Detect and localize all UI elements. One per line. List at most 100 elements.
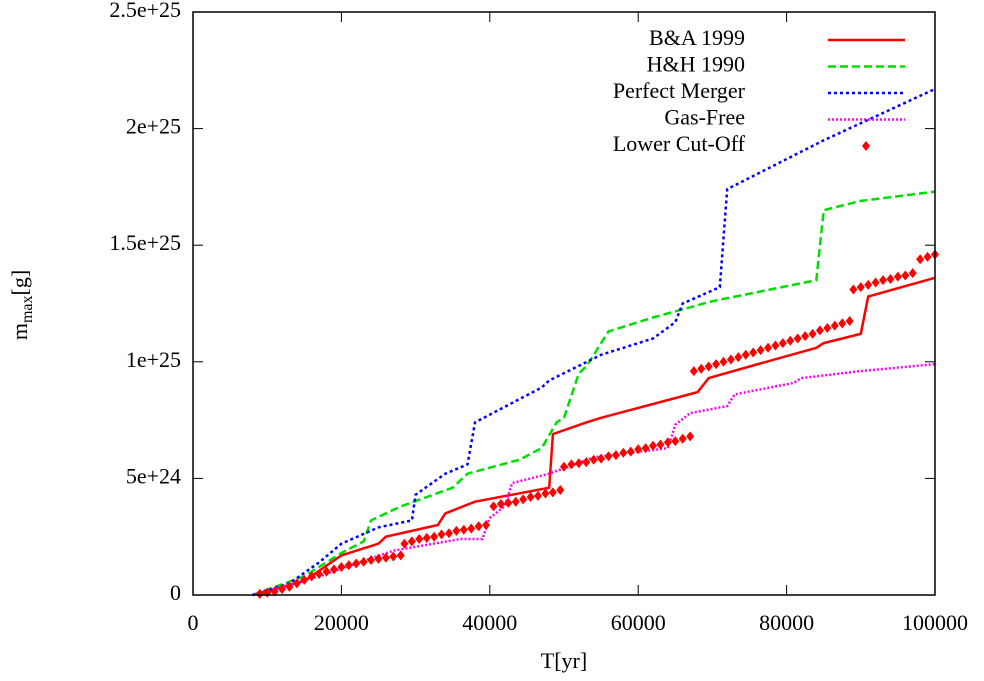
point	[734, 352, 743, 363]
y-tick-label: 5e+24	[126, 463, 181, 488]
point	[467, 523, 476, 534]
point	[908, 268, 917, 279]
point	[496, 499, 505, 510]
point	[278, 584, 287, 595]
x-tick-label: 40000	[462, 610, 517, 635]
point	[582, 457, 591, 468]
point	[838, 318, 847, 329]
y-label-unit: [g]	[7, 270, 32, 296]
point	[285, 581, 294, 592]
point	[634, 444, 643, 455]
point	[641, 443, 650, 454]
point	[879, 275, 888, 286]
point	[526, 492, 535, 503]
point	[626, 446, 635, 457]
legend-label: Lower Cut-Off	[613, 131, 746, 156]
y-tick-label: 0	[170, 580, 181, 605]
y-axis-label: mmax[g]	[7, 270, 36, 340]
point	[686, 431, 695, 442]
point	[374, 553, 383, 564]
y-tick-label: 2e+25	[126, 114, 181, 139]
point	[255, 588, 264, 599]
y-tick-label: 1e+25	[126, 347, 181, 372]
point	[519, 494, 528, 505]
x-tick-label: 80000	[759, 610, 814, 635]
point	[604, 451, 613, 462]
point	[389, 551, 398, 562]
point	[300, 574, 309, 585]
point	[474, 521, 483, 532]
point	[329, 564, 338, 575]
point	[367, 555, 376, 566]
point	[719, 356, 728, 367]
legend-label: H&H 1990	[647, 52, 745, 77]
point	[359, 556, 368, 567]
point	[689, 366, 698, 377]
point	[459, 524, 468, 535]
point	[823, 322, 832, 333]
point	[344, 560, 353, 571]
y-label-sub: max	[19, 295, 36, 323]
point	[663, 437, 672, 448]
point	[307, 571, 316, 582]
point	[808, 328, 817, 339]
point	[322, 566, 331, 577]
line	[252, 276, 936, 597]
point	[482, 520, 491, 531]
point	[541, 488, 550, 499]
point	[764, 342, 773, 353]
point	[548, 487, 557, 498]
point	[574, 458, 583, 469]
point	[901, 270, 910, 281]
point	[511, 496, 520, 507]
point	[801, 331, 810, 342]
point	[444, 528, 453, 539]
point	[589, 454, 598, 465]
point	[452, 525, 461, 536]
point	[756, 345, 765, 356]
legend-label: Gas-Free	[664, 105, 745, 130]
point	[489, 501, 498, 512]
point	[534, 490, 543, 501]
line	[251, 190, 936, 597]
point	[656, 439, 665, 450]
point	[292, 578, 301, 589]
point	[352, 558, 361, 569]
point	[704, 361, 713, 372]
legend-label: B&A 1999	[649, 25, 745, 50]
point	[726, 354, 735, 365]
point	[556, 485, 565, 496]
point	[381, 552, 390, 563]
point	[849, 284, 858, 295]
point	[815, 325, 824, 336]
y-label-base: m	[7, 323, 32, 340]
point	[422, 532, 431, 543]
point	[749, 347, 758, 358]
x-tick-label: 60000	[611, 610, 666, 635]
point	[916, 254, 925, 265]
point	[619, 447, 628, 458]
legend-marker	[862, 141, 870, 151]
point	[504, 497, 513, 508]
point	[856, 282, 865, 293]
point	[845, 315, 854, 326]
point	[560, 461, 568, 472]
point	[430, 531, 439, 542]
x-tick-label: 0	[188, 610, 199, 635]
point	[337, 562, 346, 573]
point	[678, 433, 687, 444]
point	[437, 529, 446, 540]
x-axis-label: T[yr]	[541, 648, 587, 673]
x-tick-label: 100000	[902, 610, 968, 635]
point	[864, 279, 873, 290]
plot-frame	[192, 11, 936, 596]
point	[415, 534, 424, 545]
point	[407, 536, 416, 547]
point	[786, 335, 795, 346]
point	[400, 538, 409, 549]
point	[396, 550, 405, 561]
point	[741, 349, 750, 360]
point	[923, 251, 932, 262]
